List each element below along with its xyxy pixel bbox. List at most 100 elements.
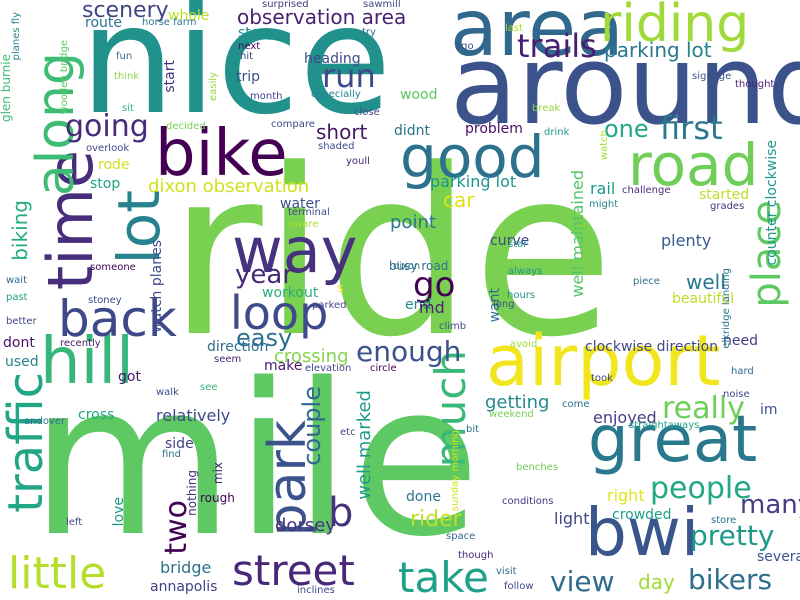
word-wait: wait (6, 275, 28, 286)
word-one: one (604, 115, 649, 143)
word-store: store (711, 515, 737, 526)
word-crossing: crossing (274, 346, 349, 367)
word-car: car (443, 188, 475, 212)
word-biking: biking (8, 200, 32, 261)
word-nice: nice (80, 0, 392, 148)
word-overlook: overlook (86, 143, 130, 154)
word-scenery: scenery (82, 0, 169, 23)
word-bwi: bwi (585, 494, 700, 571)
word-hours: hours (507, 290, 536, 301)
word-challenge: challenge (622, 185, 671, 196)
word-andover: andover (24, 416, 66, 427)
word-enough: enough (356, 335, 462, 368)
word-bikers: bikers (688, 563, 773, 596)
word-clockwise-direction: clockwise direction (585, 339, 719, 355)
word-ride: ride (168, 121, 614, 388)
word-route: route (85, 15, 122, 31)
word-didnt: didnt (394, 123, 431, 139)
word-avoid: avoid (510, 339, 538, 350)
word-especially: especially (311, 89, 361, 100)
word-weekend: weekend (489, 409, 534, 420)
word-nothing: nothing (185, 470, 199, 516)
word-shaded: shaded (318, 141, 355, 152)
word-someone: someone (90, 262, 136, 273)
word-easily: easily (208, 72, 219, 101)
word-parking: parking (604, 38, 680, 62)
word-cross: cross (78, 407, 115, 423)
word-around: around (450, 21, 800, 149)
word-piece: piece (633, 276, 660, 287)
word-compare: compare (271, 119, 315, 130)
word-back: back (58, 290, 177, 348)
word-take: take (398, 553, 489, 600)
word-annapolis: annapolis (150, 579, 218, 595)
word-fun: fun (116, 51, 133, 62)
word-loop: loop (230, 286, 329, 340)
word-sunday-morning: sunday morning (450, 430, 461, 512)
word-watch-planes: watch planes (149, 240, 165, 333)
word-visit: visit (496, 566, 517, 577)
word-follow: follow (504, 581, 534, 592)
word-wooden-bridge: wooden bridge (59, 40, 70, 115)
word-left: left (66, 517, 83, 528)
word-start: start (162, 60, 178, 93)
word-im: im (760, 402, 778, 418)
word-past: past (6, 292, 28, 303)
word-drink: drink (544, 127, 570, 138)
word-street: street (232, 546, 355, 595)
word-seem: seem (214, 354, 242, 365)
word-end: end (405, 297, 432, 313)
word-pretty: pretty (690, 519, 775, 552)
word-hard: hard (731, 366, 754, 377)
word-bike: bike (155, 117, 288, 191)
word-enjoyed: enjoyed (593, 408, 657, 427)
word-whole: whole (168, 8, 210, 24)
word-next: next (238, 41, 261, 52)
word-riding: riding (600, 0, 750, 54)
word-close: close (354, 107, 380, 118)
word-really: really (662, 391, 745, 426)
word-space: space (446, 531, 476, 542)
word-signage: signage (692, 71, 732, 82)
word-stoney: stoney (88, 295, 122, 306)
word-counter-clockwise: counter clockwise (764, 140, 780, 266)
word-curve: curve (490, 233, 530, 249)
word-getting: getting (485, 392, 550, 413)
word-straightaways: straightaways (629, 420, 700, 431)
word-airport: airport (486, 320, 721, 402)
word-view: view (550, 565, 615, 598)
word-rail: rail (590, 179, 616, 198)
word-make: make (264, 358, 303, 374)
word-point: point (390, 212, 436, 233)
word-walk: walk (156, 387, 179, 398)
word-come: come (562, 399, 590, 410)
word-dorsey: dorsey (275, 515, 336, 536)
word-got: got (118, 369, 141, 385)
word-plenty: plenty (661, 231, 712, 250)
word-long: long (493, 299, 515, 310)
word-heading: heading (304, 51, 361, 67)
word-surprised: surprised (262, 0, 309, 10)
word-lot-2: lot (686, 38, 712, 62)
word-way: way (232, 214, 358, 287)
word-great: great (588, 403, 758, 477)
word-steep: steep (238, 25, 277, 41)
word-light: light (554, 509, 590, 528)
word-sawmill: sawmill (363, 0, 401, 10)
word-road: road (628, 131, 759, 199)
word-benches: benches (516, 462, 559, 473)
word-mile: mile (30, 338, 481, 583)
word-climb: climb (439, 321, 467, 332)
word-bit: bit (466, 424, 480, 435)
word-inclines: inclines (297, 585, 335, 596)
word-dont: dont (3, 335, 35, 351)
word-run: run (322, 57, 376, 95)
word-direction: direction (207, 339, 269, 355)
word-b: b (328, 490, 354, 536)
word-well: well (686, 270, 726, 294)
word-short: short (316, 120, 368, 144)
word-though: though (458, 550, 494, 561)
word-s: s (337, 281, 344, 295)
